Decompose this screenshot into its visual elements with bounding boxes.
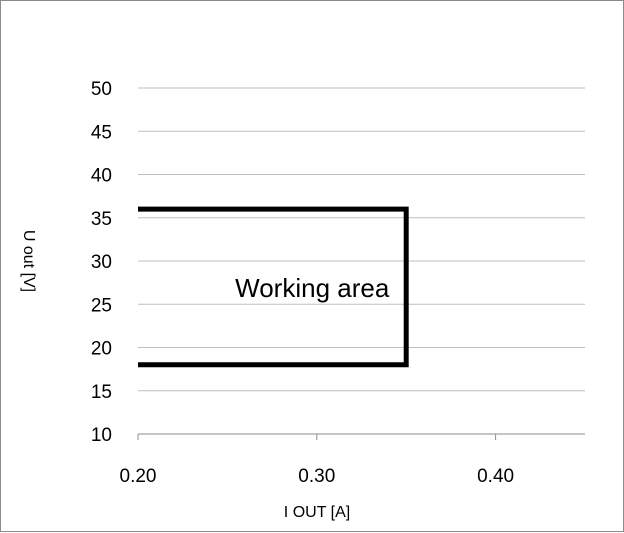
tick-labels: 10 15 20 25 30 35 40 45 50 0.20 0.30 0.40 bbox=[91, 79, 514, 487]
y-tick-label-40: 40 bbox=[91, 166, 112, 187]
annotations: Working area bbox=[235, 273, 390, 303]
x-tick-label-0.30: 0.30 bbox=[298, 466, 335, 487]
y-tick-label-30: 30 bbox=[91, 252, 112, 273]
annotation-working-area: Working area bbox=[235, 273, 390, 303]
y-tick-label-45: 45 bbox=[91, 122, 112, 143]
series-line-0 bbox=[138, 206, 409, 368]
y-tick-label-15: 15 bbox=[91, 382, 112, 403]
y-tick-label-10: 10 bbox=[91, 425, 112, 446]
axes bbox=[137, 433, 585, 440]
y-tick-label-25: 25 bbox=[91, 295, 112, 316]
x-tick-label-0.40: 0.40 bbox=[477, 466, 514, 487]
x-tick-label-0.20: 0.20 bbox=[120, 466, 157, 487]
y-tick-label-35: 35 bbox=[91, 209, 112, 230]
gridlines bbox=[138, 87, 585, 392]
y-axis-title: U out [V] bbox=[20, 230, 37, 292]
x-axis-title: I OUT [A] bbox=[284, 504, 350, 521]
series bbox=[138, 206, 409, 368]
y-tick-label-20: 20 bbox=[91, 339, 112, 360]
y-tick-label-50: 50 bbox=[91, 79, 112, 100]
